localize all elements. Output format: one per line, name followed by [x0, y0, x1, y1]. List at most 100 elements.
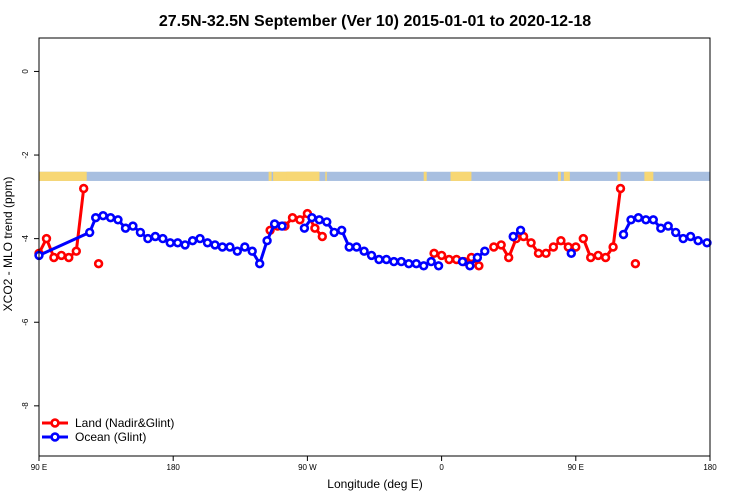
data-point	[187, 236, 198, 246]
data-point	[277, 221, 287, 231]
land-band-segment	[644, 171, 654, 181]
data-point	[465, 261, 475, 271]
data-point	[693, 236, 703, 246]
data-point	[150, 231, 161, 242]
data-point	[381, 254, 392, 265]
data-point	[489, 242, 499, 252]
data-point	[533, 248, 544, 259]
data-point	[436, 250, 447, 261]
data-point	[444, 254, 454, 265]
data-point	[329, 227, 339, 238]
data-point	[626, 215, 636, 225]
data-point	[648, 215, 658, 225]
data-point	[173, 238, 183, 248]
legend-marker	[50, 418, 60, 428]
data-point	[299, 223, 310, 233]
data-point	[344, 242, 354, 252]
data-point	[247, 246, 257, 256]
data-point	[195, 233, 205, 244]
data-point	[404, 259, 414, 269]
land-band-segment	[273, 171, 290, 181]
data-point	[351, 242, 362, 252]
data-point	[556, 236, 566, 246]
data-point	[337, 225, 347, 236]
data-point	[541, 248, 551, 259]
data-point	[678, 233, 688, 244]
land-band-segment	[563, 171, 570, 181]
x-tick-label: 90 W	[298, 463, 317, 472]
surface-type-band	[39, 171, 710, 181]
data-point	[457, 256, 468, 267]
land-band-segment	[268, 171, 272, 181]
data-point	[41, 233, 52, 244]
data-point	[78, 183, 89, 194]
series-land	[34, 183, 641, 271]
data-point	[396, 256, 406, 267]
data-point	[411, 259, 421, 269]
data-point	[656, 223, 666, 233]
data-point	[474, 261, 484, 271]
ocean-band	[39, 171, 710, 181]
land-band-segment	[39, 171, 87, 181]
data-point	[526, 238, 536, 248]
data-point	[426, 256, 436, 267]
y-tick-label: -8	[21, 402, 30, 410]
data-point	[49, 252, 59, 263]
data-point	[600, 252, 611, 263]
data-point	[366, 250, 377, 261]
data-point	[359, 246, 369, 256]
data-point	[314, 215, 324, 225]
data-point	[374, 254, 384, 265]
data-point	[508, 231, 518, 242]
data-point	[419, 261, 429, 271]
data-point	[670, 227, 681, 238]
plot-frame	[38, 37, 711, 457]
data-point	[702, 238, 712, 248]
data-point	[615, 183, 626, 194]
legend: Land (Nadir&Glint)Ocean (Glint)	[42, 416, 174, 444]
y-axis-label: XCO2 - MLO trend (ppm)	[1, 177, 15, 312]
data-point	[322, 217, 332, 227]
data-point	[685, 231, 696, 242]
data-point	[255, 259, 265, 269]
data-point	[472, 252, 483, 263]
x-tick-label: 180	[167, 463, 181, 472]
data-point	[618, 229, 629, 240]
data-point	[98, 211, 108, 221]
data-point	[105, 213, 116, 223]
land-band-segment	[423, 171, 427, 181]
land-band-segment	[617, 171, 621, 181]
series-ocean	[34, 211, 712, 271]
data-point	[515, 225, 526, 236]
data-point	[158, 233, 168, 244]
legend-label: Land (Nadir&Glint)	[75, 416, 174, 430]
data-point	[608, 242, 618, 252]
data-point	[504, 252, 514, 263]
data-point	[310, 223, 320, 233]
data-point	[480, 246, 490, 256]
x-tick-label: 0	[439, 463, 444, 472]
legend-marker	[50, 432, 60, 442]
data-point	[571, 242, 581, 252]
data-point	[389, 256, 399, 267]
data-point	[633, 213, 644, 223]
data-point	[71, 246, 82, 256]
y-tick-label: 0	[21, 69, 30, 74]
data-point	[295, 215, 305, 225]
data-point	[120, 223, 131, 233]
legend-label: Ocean (Glint)	[75, 430, 146, 444]
data-point	[128, 221, 138, 231]
data-point	[630, 259, 641, 269]
land-band-segment	[289, 171, 320, 181]
data-point	[225, 242, 235, 252]
data-point	[210, 240, 220, 250]
y-tick-label: -2	[21, 151, 30, 159]
data-point	[64, 252, 74, 263]
data-point	[317, 231, 327, 242]
data-point	[496, 240, 506, 250]
data-point	[262, 236, 272, 246]
chart-title: 27.5N-32.5N September (Ver 10) 2015-01-0…	[159, 13, 591, 30]
data-point	[548, 242, 559, 252]
data-point	[93, 259, 104, 269]
